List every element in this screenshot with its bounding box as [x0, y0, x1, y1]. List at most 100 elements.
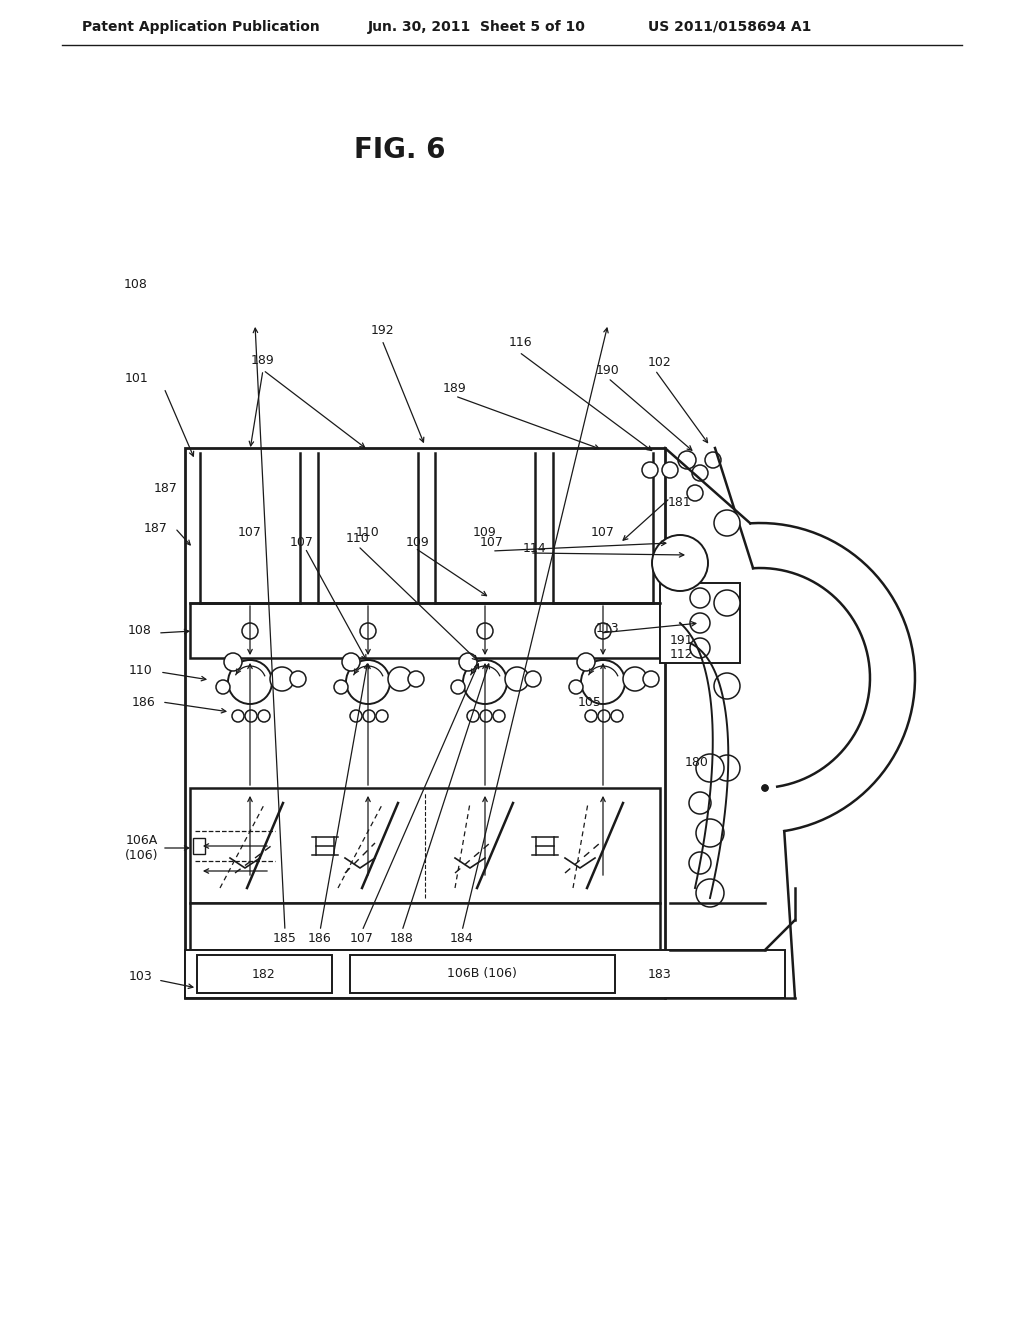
Circle shape	[762, 785, 768, 791]
Text: 189: 189	[251, 354, 274, 367]
Circle shape	[480, 710, 492, 722]
Circle shape	[692, 465, 708, 480]
Circle shape	[270, 667, 294, 690]
Text: 112: 112	[670, 648, 693, 660]
Circle shape	[245, 710, 257, 722]
Bar	[197, 954, 332, 993]
Text: 106A
(106): 106A (106)	[125, 834, 158, 862]
Circle shape	[690, 587, 710, 609]
Text: 188: 188	[390, 932, 414, 945]
Text: 110: 110	[128, 664, 152, 676]
Circle shape	[585, 710, 597, 722]
Text: 108: 108	[128, 623, 152, 636]
Circle shape	[714, 590, 740, 616]
Circle shape	[232, 710, 244, 722]
Text: 110: 110	[356, 527, 380, 540]
Circle shape	[569, 680, 583, 694]
Circle shape	[362, 710, 375, 722]
Text: 107: 107	[350, 932, 374, 945]
Circle shape	[290, 671, 306, 686]
Circle shape	[360, 623, 376, 639]
Circle shape	[678, 451, 696, 469]
Circle shape	[228, 660, 272, 704]
Circle shape	[643, 671, 659, 686]
Circle shape	[598, 710, 610, 722]
Text: FIG. 6: FIG. 6	[354, 136, 445, 164]
Text: 109: 109	[473, 527, 497, 540]
Text: 185: 185	[273, 932, 297, 945]
Circle shape	[689, 792, 711, 814]
Bar	[185, 447, 665, 998]
Circle shape	[408, 671, 424, 686]
Circle shape	[696, 879, 724, 907]
Circle shape	[662, 462, 678, 478]
Circle shape	[463, 660, 507, 704]
Circle shape	[689, 851, 711, 874]
Text: 105: 105	[579, 696, 602, 709]
Circle shape	[346, 660, 390, 704]
Text: 183: 183	[648, 968, 672, 981]
Circle shape	[334, 680, 348, 694]
Circle shape	[623, 667, 647, 690]
Circle shape	[242, 623, 258, 639]
Circle shape	[224, 653, 242, 671]
Circle shape	[459, 653, 477, 671]
Text: 184: 184	[451, 932, 474, 945]
Circle shape	[477, 623, 493, 639]
Circle shape	[376, 710, 388, 722]
Circle shape	[714, 755, 740, 781]
Text: 113: 113	[595, 622, 618, 635]
Circle shape	[690, 638, 710, 657]
Bar	[660, 583, 740, 663]
Circle shape	[216, 680, 230, 694]
Circle shape	[525, 671, 541, 686]
Text: 114: 114	[522, 541, 546, 554]
Text: 116: 116	[508, 337, 531, 350]
Text: 101: 101	[124, 371, 148, 384]
Text: 189: 189	[443, 381, 467, 395]
Text: 109: 109	[407, 536, 430, 549]
Circle shape	[696, 818, 724, 847]
Bar	[190, 788, 660, 903]
Text: 107: 107	[238, 527, 262, 540]
Circle shape	[342, 653, 360, 671]
Text: 182: 182	[252, 968, 275, 981]
Circle shape	[696, 754, 724, 781]
Circle shape	[388, 667, 412, 690]
Bar	[190, 903, 660, 950]
Circle shape	[451, 680, 465, 694]
Text: 190: 190	[596, 363, 620, 376]
Text: 181: 181	[668, 496, 692, 510]
Circle shape	[350, 710, 362, 722]
Text: Patent Application Publication: Patent Application Publication	[82, 20, 319, 34]
Circle shape	[467, 710, 479, 722]
Text: 106B (106): 106B (106)	[447, 968, 517, 981]
Text: US 2011/0158694 A1: US 2011/0158694 A1	[648, 20, 811, 34]
Bar	[193, 838, 205, 854]
Text: 180: 180	[685, 755, 709, 768]
Text: Jun. 30, 2011  Sheet 5 of 10: Jun. 30, 2011 Sheet 5 of 10	[368, 20, 586, 34]
Text: 187: 187	[144, 521, 168, 535]
Text: 108: 108	[124, 277, 148, 290]
Circle shape	[577, 653, 595, 671]
Circle shape	[714, 510, 740, 536]
Text: 187: 187	[155, 482, 178, 495]
Circle shape	[581, 660, 625, 704]
Circle shape	[714, 673, 740, 700]
Circle shape	[595, 623, 611, 639]
Text: 107: 107	[591, 527, 615, 540]
Circle shape	[762, 785, 768, 791]
Text: 110: 110	[346, 532, 370, 544]
Text: 191: 191	[670, 634, 693, 647]
Text: 107: 107	[480, 536, 504, 549]
Text: 103: 103	[128, 969, 152, 982]
Bar	[350, 954, 615, 993]
Text: 186: 186	[308, 932, 332, 945]
Circle shape	[652, 535, 708, 591]
Text: 102: 102	[648, 356, 672, 370]
Bar	[190, 603, 660, 657]
Text: 107: 107	[290, 536, 314, 549]
Circle shape	[611, 710, 623, 722]
Circle shape	[690, 612, 710, 634]
Circle shape	[505, 667, 529, 690]
